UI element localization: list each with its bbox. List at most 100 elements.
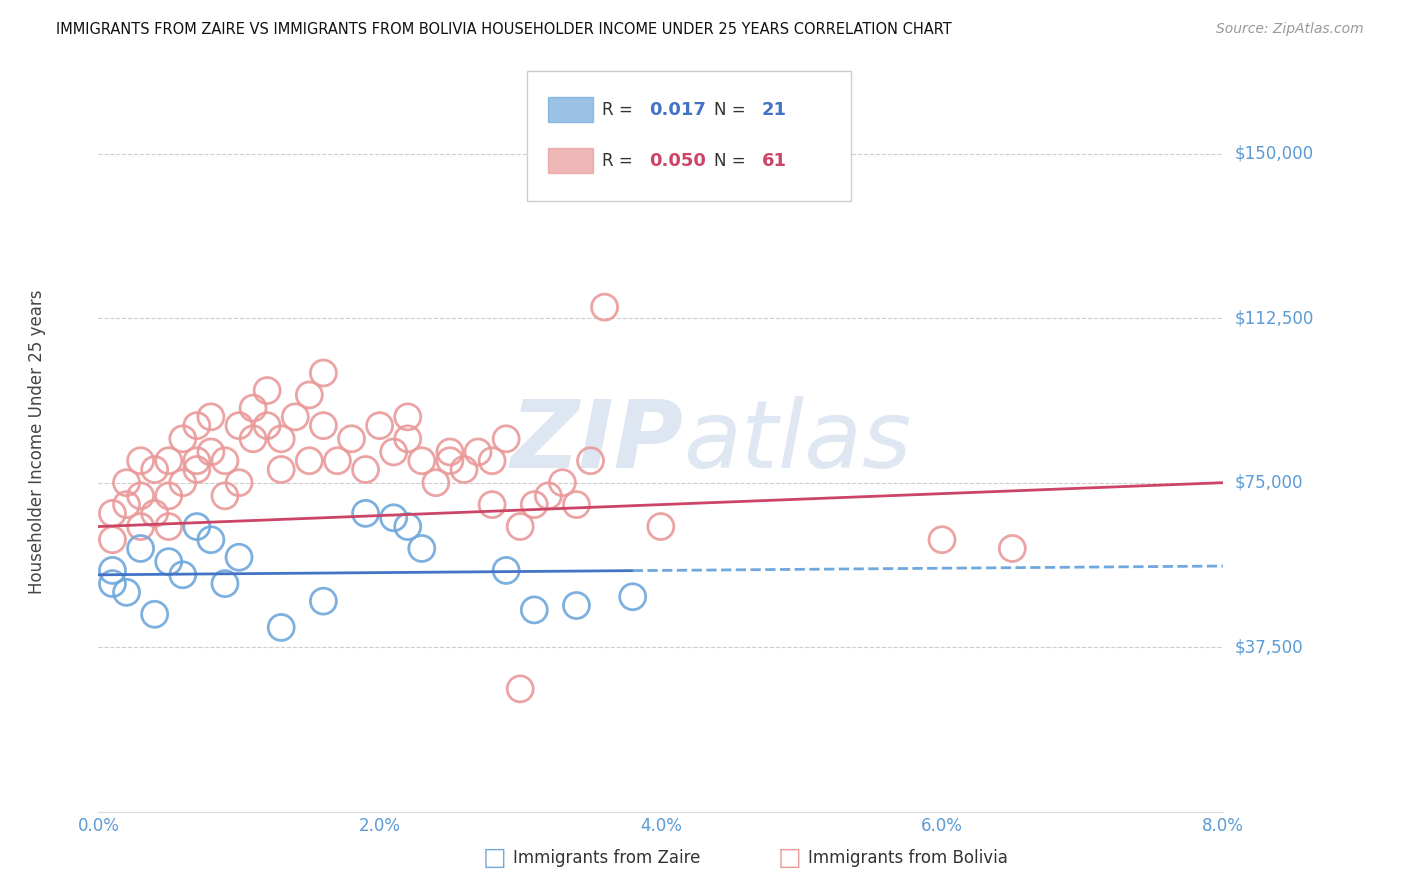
Point	[593, 300, 616, 314]
Point	[129, 489, 152, 503]
Point	[481, 498, 503, 512]
Text: $150,000: $150,000	[1234, 145, 1313, 162]
Point	[200, 533, 222, 547]
Point	[101, 576, 124, 591]
Text: 0.050: 0.050	[650, 152, 706, 169]
Point	[312, 594, 335, 608]
Point	[228, 418, 250, 433]
Point	[354, 507, 377, 521]
Point	[425, 475, 447, 490]
Point	[326, 454, 349, 468]
Point	[157, 519, 180, 533]
Text: R =: R =	[602, 101, 638, 119]
Text: Source: ZipAtlas.com: Source: ZipAtlas.com	[1216, 22, 1364, 37]
Point	[228, 475, 250, 490]
Point	[200, 409, 222, 424]
Point	[143, 507, 166, 521]
Point	[101, 563, 124, 577]
Point	[495, 563, 517, 577]
Point	[115, 585, 138, 599]
Point	[439, 454, 461, 468]
Point	[396, 432, 419, 446]
Text: R =: R =	[602, 152, 638, 169]
Point	[354, 462, 377, 476]
Point	[523, 603, 546, 617]
Point	[382, 510, 405, 524]
Point	[1001, 541, 1024, 556]
Point	[228, 550, 250, 565]
Text: □: □	[778, 847, 801, 870]
Point	[186, 462, 208, 476]
Text: N =: N =	[714, 152, 751, 169]
Point	[172, 475, 194, 490]
Point	[256, 384, 278, 398]
Point	[509, 519, 531, 533]
Point	[270, 620, 292, 634]
Point	[143, 607, 166, 622]
Point	[186, 454, 208, 468]
Point	[129, 541, 152, 556]
Point	[650, 519, 672, 533]
Point	[172, 567, 194, 582]
Text: $75,000: $75,000	[1234, 474, 1303, 491]
Point	[214, 489, 236, 503]
Text: IMMIGRANTS FROM ZAIRE VS IMMIGRANTS FROM BOLIVIA HOUSEHOLDER INCOME UNDER 25 YEA: IMMIGRANTS FROM ZAIRE VS IMMIGRANTS FROM…	[56, 22, 952, 37]
Point	[256, 418, 278, 433]
Point	[411, 454, 433, 468]
Text: atlas: atlas	[683, 396, 911, 487]
Text: $37,500: $37,500	[1234, 638, 1303, 657]
Text: Immigrants from Zaire: Immigrants from Zaire	[513, 849, 700, 867]
Point	[396, 519, 419, 533]
Point	[931, 533, 953, 547]
Point	[579, 454, 602, 468]
Point	[214, 454, 236, 468]
Point	[129, 454, 152, 468]
Point	[453, 462, 475, 476]
Point	[298, 454, 321, 468]
Point	[565, 498, 588, 512]
Point	[537, 489, 560, 503]
Point	[312, 366, 335, 380]
Point	[214, 576, 236, 591]
Point	[186, 418, 208, 433]
Point	[101, 533, 124, 547]
Text: □: □	[482, 847, 506, 870]
Point	[439, 445, 461, 459]
Text: Immigrants from Bolivia: Immigrants from Bolivia	[808, 849, 1008, 867]
Point	[382, 445, 405, 459]
Point	[157, 489, 180, 503]
Text: Householder Income Under 25 years: Householder Income Under 25 years	[28, 289, 45, 594]
Point	[284, 409, 307, 424]
Point	[270, 432, 292, 446]
Point	[467, 445, 489, 459]
Text: 21: 21	[762, 101, 787, 119]
Point	[621, 590, 644, 604]
Text: ZIP: ZIP	[510, 395, 683, 488]
Point	[523, 498, 546, 512]
Point	[172, 432, 194, 446]
Point	[298, 388, 321, 402]
Point	[270, 462, 292, 476]
Point	[129, 519, 152, 533]
Point	[551, 475, 574, 490]
Point	[481, 454, 503, 468]
Point	[411, 541, 433, 556]
Point	[312, 418, 335, 433]
Point	[115, 475, 138, 490]
Point	[186, 519, 208, 533]
Point	[242, 401, 264, 415]
Point	[509, 681, 531, 696]
Point	[396, 409, 419, 424]
Point	[242, 432, 264, 446]
Point	[368, 418, 391, 433]
Point	[143, 462, 166, 476]
Text: $112,500: $112,500	[1234, 310, 1313, 327]
Text: N =: N =	[714, 101, 751, 119]
Point	[157, 555, 180, 569]
Point	[495, 432, 517, 446]
Text: 0.017: 0.017	[650, 101, 706, 119]
Point	[565, 599, 588, 613]
Point	[157, 454, 180, 468]
Point	[340, 432, 363, 446]
Text: 61: 61	[762, 152, 787, 169]
